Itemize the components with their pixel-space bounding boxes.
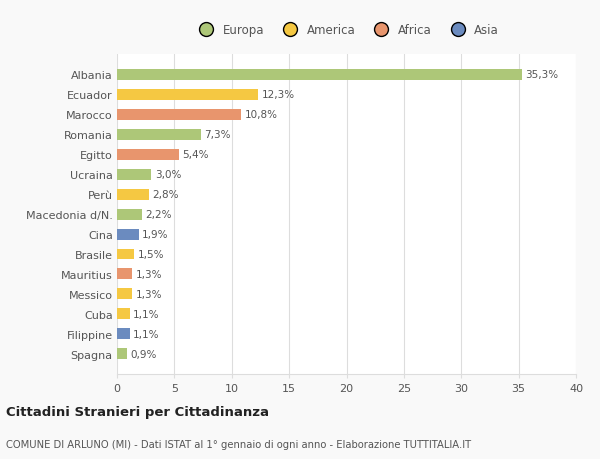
Text: COMUNE DI ARLUNO (MI) - Dati ISTAT al 1° gennaio di ogni anno - Elaborazione TUT: COMUNE DI ARLUNO (MI) - Dati ISTAT al 1°… xyxy=(6,440,471,449)
Text: 5,4%: 5,4% xyxy=(182,150,209,160)
Bar xyxy=(117,349,127,359)
Bar xyxy=(117,70,522,80)
Bar xyxy=(117,329,130,340)
Text: 7,3%: 7,3% xyxy=(204,130,231,140)
Text: 1,3%: 1,3% xyxy=(136,289,162,299)
Bar xyxy=(117,309,130,320)
Bar xyxy=(117,249,134,260)
Bar xyxy=(117,269,132,280)
Text: 0,9%: 0,9% xyxy=(131,349,157,359)
Text: 1,3%: 1,3% xyxy=(136,269,162,280)
Bar xyxy=(117,149,179,160)
Bar xyxy=(117,229,139,240)
Text: 1,5%: 1,5% xyxy=(137,249,164,259)
Bar xyxy=(117,90,258,101)
Legend: Europa, America, Africa, Asia: Europa, America, Africa, Asia xyxy=(190,19,503,42)
Bar xyxy=(117,289,132,300)
Bar xyxy=(117,109,241,120)
Text: 1,9%: 1,9% xyxy=(142,230,169,240)
Text: 35,3%: 35,3% xyxy=(526,70,559,80)
Text: 12,3%: 12,3% xyxy=(262,90,295,100)
Text: 1,1%: 1,1% xyxy=(133,309,160,319)
Text: 10,8%: 10,8% xyxy=(244,110,277,120)
Text: 2,2%: 2,2% xyxy=(146,210,172,219)
Text: Cittadini Stranieri per Cittadinanza: Cittadini Stranieri per Cittadinanza xyxy=(6,405,269,419)
Bar xyxy=(117,189,149,200)
Bar xyxy=(117,209,142,220)
Bar xyxy=(117,129,201,140)
Text: 2,8%: 2,8% xyxy=(152,190,179,200)
Bar xyxy=(117,169,151,180)
Text: 3,0%: 3,0% xyxy=(155,170,181,180)
Text: 1,1%: 1,1% xyxy=(133,329,160,339)
